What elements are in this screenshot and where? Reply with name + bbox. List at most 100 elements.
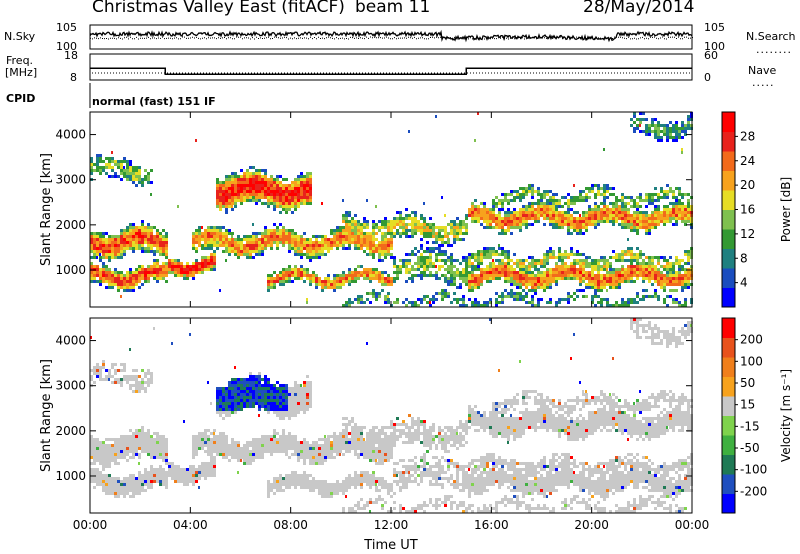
heatmap-cell	[288, 480, 291, 483]
heatmap-cell	[285, 444, 288, 447]
heatmap-cell	[369, 268, 372, 271]
heatmap-cell	[639, 112, 642, 115]
heatmap-cell	[270, 202, 273, 205]
heatmap-cell	[579, 199, 582, 202]
heatmap-cell	[519, 292, 522, 295]
heatmap-cell	[192, 474, 195, 477]
heatmap-cell	[258, 393, 261, 396]
heatmap-cell	[225, 396, 228, 399]
heatmap-cell	[672, 280, 675, 283]
heatmap-cell	[321, 283, 324, 286]
heatmap-cell	[114, 238, 117, 241]
heatmap-cell	[117, 241, 120, 244]
heatmap-cell	[492, 214, 495, 217]
heatmap-cell	[168, 471, 171, 474]
heatmap-cell	[93, 238, 96, 241]
heatmap-cell	[366, 292, 369, 295]
heatmap-cell	[312, 244, 315, 247]
heatmap-cell	[588, 190, 591, 193]
heatmap-cell	[465, 223, 468, 226]
heatmap-cell	[588, 208, 591, 211]
heatmap-cell	[666, 196, 669, 199]
heatmap-cell	[606, 271, 609, 274]
heatmap-cell	[162, 435, 165, 438]
heatmap-cell	[531, 274, 534, 277]
heatmap-cell	[261, 390, 264, 393]
heatmap-cell	[270, 447, 273, 450]
heatmap-cell	[543, 271, 546, 274]
heatmap-cell	[357, 274, 360, 277]
heatmap-cell	[258, 450, 261, 453]
heatmap-cell	[96, 456, 99, 459]
heatmap-cell	[618, 211, 621, 214]
heatmap-cell	[450, 223, 453, 226]
heatmap-cell	[483, 304, 486, 307]
heatmap-cell	[423, 256, 426, 259]
heatmap-cell	[258, 169, 261, 172]
heatmap-cell	[285, 229, 288, 232]
heatmap-cell	[525, 286, 528, 289]
heatmap-cell	[195, 471, 198, 474]
heatmap-cell	[120, 381, 123, 384]
heatmap-cell	[276, 381, 279, 384]
heatmap-cell	[294, 190, 297, 193]
scatter-speckle	[606, 289, 608, 292]
heatmap-cell	[465, 256, 468, 259]
heatmap-cell	[429, 247, 432, 250]
heatmap-cell	[558, 223, 561, 226]
heatmap-cell	[486, 253, 489, 256]
heatmap-cell	[633, 226, 636, 229]
heatmap-cell	[279, 199, 282, 202]
heatmap-cell	[288, 229, 291, 232]
heatmap-cell	[129, 495, 132, 498]
heatmap-cell	[228, 384, 231, 387]
heatmap-cell	[282, 477, 285, 480]
heatmap-cell	[165, 238, 168, 241]
heatmap-cell	[120, 253, 123, 256]
heatmap-cell	[498, 259, 501, 262]
heatmap-cell	[462, 268, 465, 271]
heatmap-cell	[408, 235, 411, 238]
heatmap-cell	[669, 127, 672, 130]
heatmap-cell	[141, 441, 144, 444]
heatmap-cell	[168, 271, 171, 274]
heatmap-cell	[687, 208, 690, 211]
heatmap-cell	[462, 232, 465, 235]
scatter-speckle	[210, 402, 212, 405]
heatmap-cell	[294, 393, 297, 396]
heatmap-cell	[192, 483, 195, 486]
heatmap-cell	[600, 280, 603, 283]
heatmap-cell	[453, 265, 456, 268]
heatmap-cell	[222, 399, 225, 402]
heatmap-cell	[294, 208, 297, 211]
heatmap-cell	[534, 259, 537, 262]
heatmap-cell	[438, 268, 441, 271]
heatmap-cell	[672, 211, 675, 214]
heatmap-cell	[279, 277, 282, 280]
heatmap-cell	[504, 223, 507, 226]
heatmap-cell	[564, 220, 567, 223]
heatmap-cell	[228, 444, 231, 447]
heatmap-cell	[585, 196, 588, 199]
heatmap-cell	[267, 435, 270, 438]
heatmap-cell	[654, 256, 657, 259]
heatmap-cell	[450, 259, 453, 262]
heatmap-cell	[399, 265, 402, 268]
heatmap-cell	[267, 483, 270, 486]
heatmap-cell	[384, 250, 387, 253]
heatmap-cell	[90, 262, 93, 265]
heatmap-cell	[162, 441, 165, 444]
heatmap-cell	[213, 444, 216, 447]
heatmap-cell	[558, 265, 561, 268]
scatter-speckle	[231, 205, 233, 208]
heatmap-cell	[591, 223, 594, 226]
heatmap-cell	[657, 277, 660, 280]
heatmap-cell	[510, 277, 513, 280]
heatmap-cell	[195, 265, 198, 268]
heatmap-cell	[135, 387, 138, 390]
heatmap-cell	[240, 196, 243, 199]
heatmap-cell	[147, 181, 150, 184]
scatter-speckle	[90, 336, 92, 339]
heatmap-cell	[243, 396, 246, 399]
heatmap-cell	[246, 190, 249, 193]
